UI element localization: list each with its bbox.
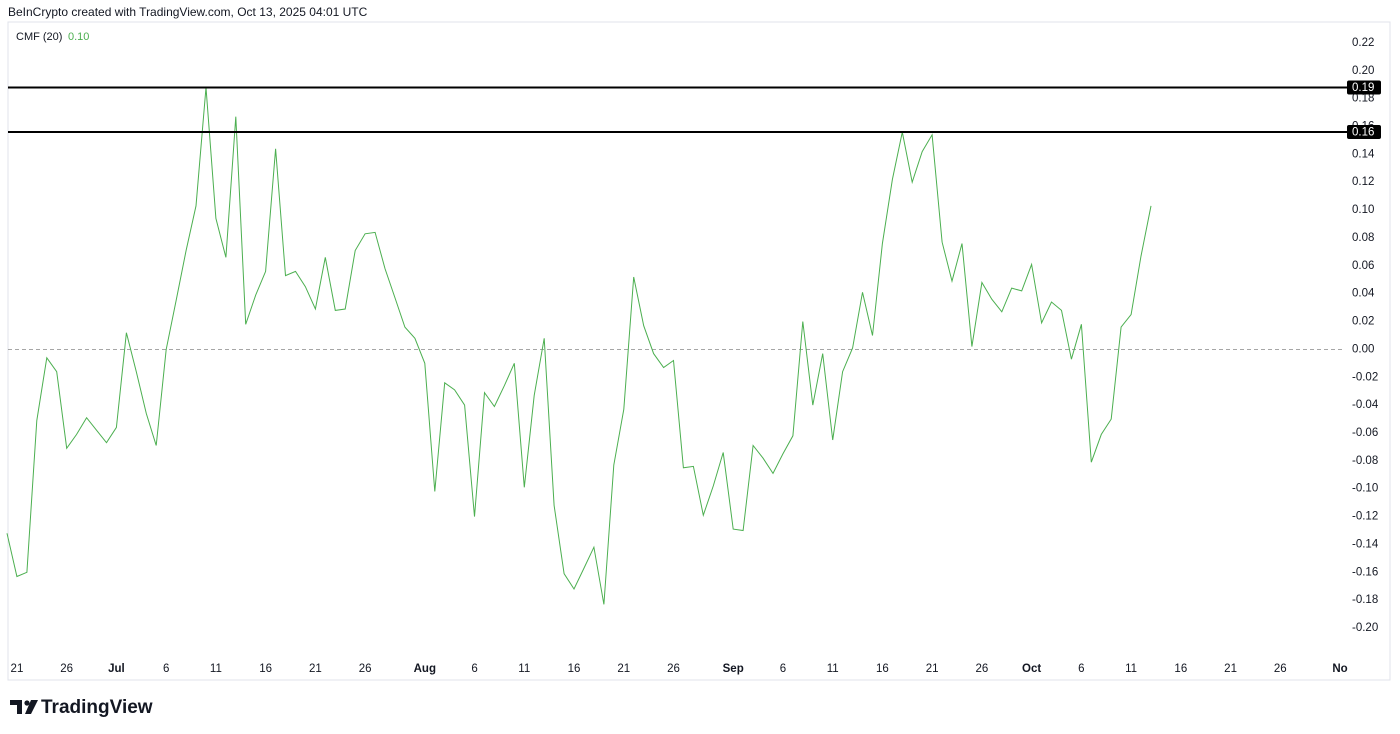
x-tick-label: 26 [975, 663, 988, 675]
x-tick-label: Aug [414, 663, 436, 675]
x-tick-label: 21 [1224, 663, 1237, 675]
y-tick-label: 0.02 [1352, 316, 1374, 328]
y-tick-label: -0.14 [1352, 538, 1379, 550]
y-tick-label: 0.14 [1352, 148, 1375, 160]
y-tick-label: 0.20 [1352, 65, 1374, 77]
x-tick-label: 11 [827, 663, 839, 675]
x-tick-label: 6 [471, 663, 477, 675]
level-label: 0.16 [1352, 127, 1374, 139]
y-tick-label: 0.06 [1352, 260, 1374, 272]
brand: TradingView [41, 697, 153, 718]
brand-logo [10, 700, 38, 714]
indicator-name: CMF (20) [16, 31, 62, 43]
y-tick-label: -0.08 [1352, 455, 1378, 467]
y-tick-label: -0.04 [1352, 399, 1379, 411]
x-tick-label: 21 [11, 663, 24, 675]
y-tick-label: -0.18 [1352, 594, 1378, 606]
level-label-box [1347, 125, 1381, 140]
y-tick-label: 0.12 [1352, 176, 1374, 188]
y-tick-label: -0.02 [1352, 371, 1378, 383]
x-tick-label: 26 [1274, 663, 1287, 675]
x-tick-label: 16 [876, 663, 889, 675]
x-tick-label: 21 [926, 663, 939, 675]
level-label: 0.19 [1352, 82, 1374, 94]
panel-frame [7, 21, 1391, 681]
y-tick-label: 0.18 [1352, 93, 1374, 105]
x-tick-label: 21 [617, 663, 630, 675]
x-tick-label: 26 [359, 663, 372, 675]
header: BeInCrypto created with TradingView.com,… [8, 5, 368, 19]
y-tick-label: -0.12 [1352, 511, 1378, 523]
x-tick-label: 11 [518, 663, 530, 675]
y-tick-label: 0.08 [1352, 232, 1374, 244]
x-tick-label: 6 [163, 663, 169, 675]
x-tick-label: 16 [1174, 663, 1187, 675]
y-tick-label: 0.10 [1352, 204, 1374, 216]
x-tick-label: No [1332, 663, 1347, 675]
x-tick-label: 26 [667, 663, 680, 675]
x-tick-label: 11 [210, 663, 222, 675]
y-tick-label: 0.22 [1352, 37, 1374, 49]
y-tick-label: -0.16 [1352, 566, 1378, 578]
y-tick-label: 0.00 [1352, 343, 1374, 355]
x-tick-label: 26 [60, 663, 73, 675]
x-tick-label: 16 [259, 663, 272, 675]
y-tick-label: -0.06 [1352, 427, 1378, 439]
x-tick-label: 11 [1125, 663, 1137, 675]
x-tick-label: 16 [568, 663, 581, 675]
x-tick-label: 6 [780, 663, 786, 675]
y-tick-label: 0.04 [1352, 288, 1375, 300]
y-tick-label: -0.10 [1352, 483, 1378, 495]
x-tick-label: 6 [1078, 663, 1084, 675]
x-tick-label: Jul [108, 663, 125, 675]
indicator-value: 0.10 [68, 31, 89, 43]
level-label-box [1347, 80, 1381, 95]
x-tick-label: Sep [723, 663, 744, 675]
x-tick-label: Oct [1022, 663, 1041, 675]
cmf-line [6, 87, 1152, 605]
y-tick-label: -0.20 [1352, 622, 1378, 634]
x-tick-label: 21 [309, 663, 322, 675]
